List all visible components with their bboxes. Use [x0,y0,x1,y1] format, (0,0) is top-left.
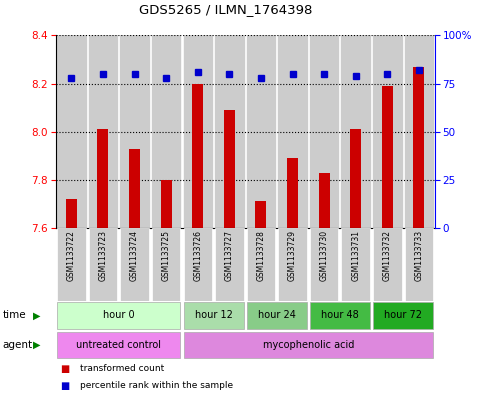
Bar [184,35,212,228]
Text: GSM1133725: GSM1133725 [162,230,170,281]
Text: hour 24: hour 24 [258,310,296,320]
Bar [161,180,171,228]
Text: time: time [2,310,26,320]
Text: GSM1133722: GSM1133722 [67,230,76,281]
Bar [224,110,235,228]
Bar [405,228,433,301]
Bar [373,35,401,228]
Text: GSM1133731: GSM1133731 [351,230,360,281]
Bar [341,228,370,301]
Bar [310,302,370,329]
Text: hour 0: hour 0 [103,310,135,320]
Text: ▶: ▶ [33,340,41,350]
Bar [152,35,180,228]
Bar [287,158,298,228]
Bar [413,67,425,228]
Bar [247,35,275,228]
Bar [382,86,393,228]
Bar [319,173,329,228]
Text: GSM1133724: GSM1133724 [130,230,139,281]
Bar [184,302,243,329]
Bar [310,35,338,228]
Text: GSM1133726: GSM1133726 [193,230,202,281]
Bar [247,302,307,329]
Text: GSM1133732: GSM1133732 [383,230,392,281]
Bar [278,35,307,228]
Text: percentile rank within the sample: percentile rank within the sample [80,381,233,390]
Text: GSM1133733: GSM1133733 [414,230,424,281]
Text: ■: ■ [60,381,70,391]
Bar [184,228,212,301]
Bar [57,302,180,329]
Bar [310,228,338,301]
Text: hour 12: hour 12 [195,310,232,320]
Bar [215,35,243,228]
Bar [57,35,85,228]
Text: GDS5265 / ILMN_1764398: GDS5265 / ILMN_1764398 [140,3,313,16]
Bar [57,332,180,358]
Bar [278,228,307,301]
Text: GSM1133730: GSM1133730 [320,230,328,281]
Bar [215,228,243,301]
Text: ▶: ▶ [33,310,41,320]
Bar [152,228,180,301]
Bar [89,35,117,228]
Text: hour 48: hour 48 [321,310,359,320]
Bar [350,129,361,228]
Text: GSM1133728: GSM1133728 [256,230,266,281]
Bar [66,199,77,228]
Text: mycophenolic acid: mycophenolic acid [263,340,354,350]
Text: agent: agent [2,340,32,350]
Text: hour 72: hour 72 [384,310,422,320]
Bar [98,129,109,228]
Text: GSM1133727: GSM1133727 [225,230,234,281]
Text: GSM1133723: GSM1133723 [99,230,107,281]
Bar [405,35,433,228]
Text: untreated control: untreated control [76,340,161,350]
Bar [247,228,275,301]
Text: GSM1133729: GSM1133729 [288,230,297,281]
Bar [341,35,370,228]
Bar [57,228,85,301]
Bar [129,149,140,228]
Bar [120,35,149,228]
Bar [192,84,203,228]
Bar [373,302,433,329]
Bar [120,228,149,301]
Text: transformed count: transformed count [80,364,164,373]
Bar [256,202,267,228]
Bar [373,228,401,301]
Text: ■: ■ [60,364,70,374]
Bar [89,228,117,301]
Bar [184,332,433,358]
